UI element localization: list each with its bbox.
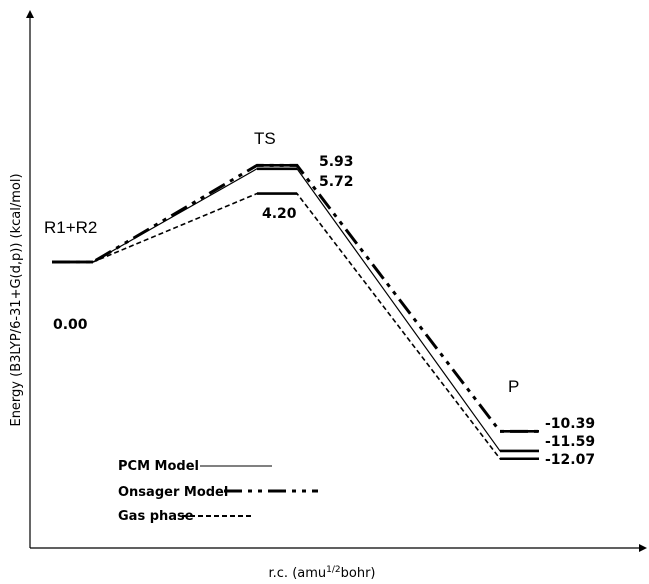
legend: PCM Model Onsager Model Gas phase <box>118 459 318 524</box>
state-label-ts: TS <box>254 129 276 148</box>
state-label-reactants: R1+R2 <box>44 218 97 237</box>
energy-label-ts-pcm: 5.72 <box>319 174 354 190</box>
series-line-gas <box>52 194 539 459</box>
x-axis-label: r.c. (amu1/2bohr) <box>269 565 376 581</box>
x-axis-label-tail: bohr) <box>341 566 376 581</box>
energy-label-ts-onsager: 5.93 <box>319 154 354 170</box>
energy-label-p-onsager: -10.39 <box>545 416 595 432</box>
x-axis-label-main: r.c. (amu <box>269 566 327 581</box>
state-label-product: P <box>508 377 519 396</box>
legend-label-pcm: PCM Model <box>118 459 199 474</box>
y-axis-label: Energy (B3LYP/6-31+G(d,p)) (kcal/mol) <box>9 173 24 426</box>
energy-label-p-pcm: -11.59 <box>545 434 595 450</box>
energy-label-ts-gas: 4.20 <box>262 206 297 222</box>
legend-label-onsager: Onsager Model <box>118 485 228 500</box>
energy-label-p-gas: -12.07 <box>545 452 595 468</box>
energy-label-reactants: 0.00 <box>53 317 88 333</box>
x-axis-label-sup: 1/2 <box>326 565 340 575</box>
